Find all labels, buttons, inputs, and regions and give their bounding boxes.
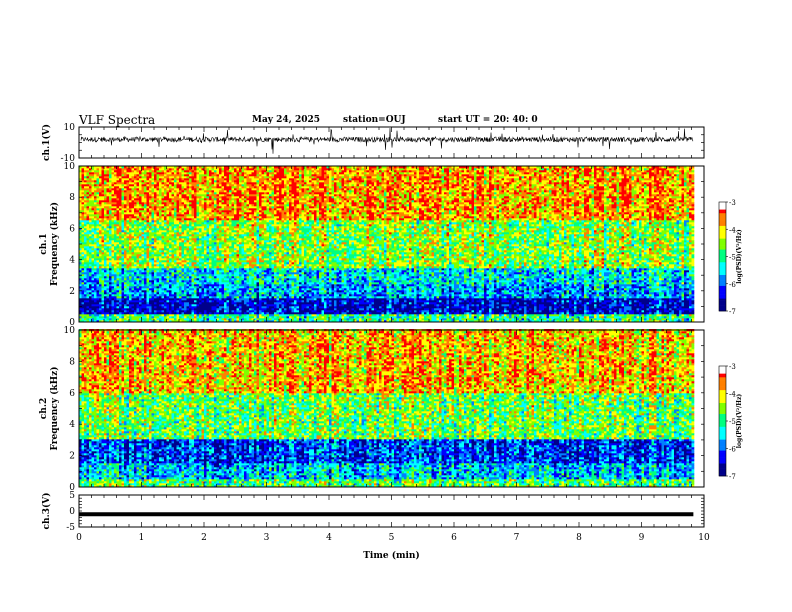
ch1-spectrogram-channel-label: ch.1	[39, 233, 49, 254]
x-tick-label: 2	[201, 533, 207, 543]
ch3-waveform-ytick-label: -5	[66, 523, 75, 533]
ch2-spectrogram-ytick-label: 6	[69, 389, 75, 399]
ch1-spectrogram-ytick-label: 2	[69, 287, 75, 297]
x-tick-label: 8	[576, 533, 582, 543]
ch1-waveform-ytick-label: 10	[64, 123, 76, 133]
ch2-spectrogram-ytick-label: 8	[69, 357, 75, 367]
ch2-spectrogram-ytick-label: 4	[69, 420, 75, 430]
x-axis-label: Time (min)	[363, 550, 420, 561]
ch1-spectrogram-xticks	[78, 166, 705, 322]
chart-title: VLF Spectra	[79, 114, 155, 126]
ch1-waveform-trace	[80, 127, 694, 154]
ch1-spectrogram-yticks	[79, 165, 704, 323]
ch1-spectrogram-colorbar-tick: -6	[729, 281, 736, 289]
ch1-spectrogram-colorbar-label: log(PSD)(V²/Hz)	[736, 229, 743, 284]
ch1-waveform-ylabel: ch.1(V)	[41, 124, 52, 161]
ch1-spectrogram-colorbar	[718, 201, 728, 312]
ch2-spectrogram-colorbar-tick: -7	[729, 473, 736, 481]
ch2-spectrogram-colorbar-tick: -6	[729, 446, 736, 454]
ch1-spectrogram-colorbar-tick: -3	[729, 199, 736, 207]
ch2-spectrogram-colorbar-label: log(PSD)(V²/Hz)	[736, 394, 743, 449]
x-tick-label: 4	[326, 533, 332, 543]
ch1-spectrogram-colorbar-tick: -5	[729, 254, 736, 262]
ch1-spectrogram-colorbar-tick: -4	[729, 226, 736, 234]
ch2-spectrogram-colorbar-tick: -4	[729, 391, 736, 399]
date-label: May 24, 2025	[252, 116, 320, 125]
ch2-spectrogram-colorbar	[718, 365, 728, 477]
x-tick-label: 6	[451, 533, 457, 543]
ch1-waveform-ytick-label: -10	[61, 154, 76, 164]
ch2-spectrogram-ylabel: Frequency (kHz)	[49, 366, 60, 450]
x-tick-label: 1	[139, 533, 145, 543]
ch1-spectrogram-ytick-label: 6	[69, 224, 75, 234]
ch3-waveform-yticks	[79, 494, 704, 528]
ch1-spectrogram-ytick-label: 8	[69, 193, 75, 203]
x-tick-label: 7	[514, 533, 520, 543]
x-tick-label: 9	[639, 533, 645, 543]
ch1-spectrogram-ytick-label: 0	[69, 318, 75, 328]
ch3-waveform-ytick-label: 5	[69, 491, 75, 501]
x-tick-label: 0	[76, 533, 82, 543]
ch2-spectrogram-cells	[79, 329, 695, 488]
ch2-spectrogram-channel-label: ch.2	[39, 398, 49, 419]
ch1-waveform-yticks	[79, 126, 704, 159]
ch1-spectrogram-cells	[79, 166, 695, 323]
x-tick-label: 5	[389, 533, 395, 543]
start-time-label: start UT = 20: 40: 0	[438, 116, 538, 125]
ch1-spectrogram-ytick-label: 10	[64, 162, 76, 172]
station-label: station=OUJ	[343, 116, 406, 125]
ch2-spectrogram-yticks	[79, 329, 704, 488]
ch2-spectrogram-ytick-label: 2	[69, 452, 75, 462]
ch2-spectrogram-colorbar-tick: -5	[729, 418, 736, 426]
x-tick-label: 10	[698, 533, 710, 543]
ch2-spectrogram-colorbar-tick: -3	[729, 363, 736, 371]
ch1-waveform-xticks	[78, 127, 705, 158]
ch2-spectrogram-ytick-label: 0	[69, 483, 75, 493]
ch2-spectrogram-xticks	[78, 330, 705, 487]
ch3-waveform-ytick-label: 0	[69, 507, 75, 517]
ch3-waveform-xticks	[78, 495, 705, 527]
ch3-waveform-ylabel: ch.3(V)	[41, 493, 52, 530]
ch2-spectrogram-ytick-label: 10	[64, 326, 76, 336]
ch1-spectrogram-ytick-label: 4	[69, 256, 75, 266]
ch1-spectrogram-colorbar-tick: -7	[729, 308, 736, 316]
x-tick-label: 3	[264, 533, 270, 543]
ch1-spectrogram-ylabel: Frequency (kHz)	[49, 202, 60, 286]
